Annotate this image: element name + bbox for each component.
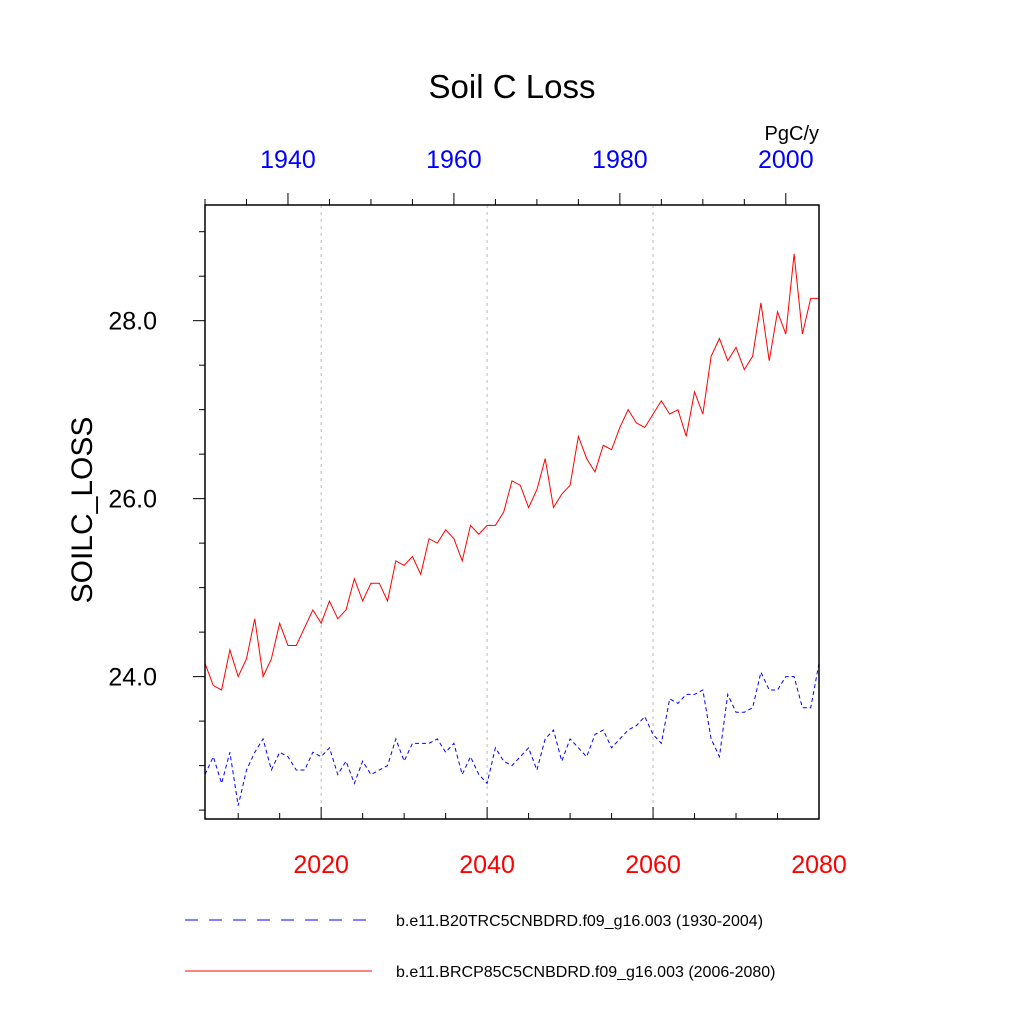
grid-lines (320, 205, 654, 819)
tick-labels: 2020 2040 2060 2080 1940 1960 1980 2000 24.0 26.0… (108, 146, 846, 879)
top-tick-label-1940: 1940 (260, 146, 316, 174)
bottom-tick-label-2020: 2020 (293, 851, 349, 879)
legend: b.e11.B20TRC5CNBDRD.f09_g16.003 (1930-20… (185, 913, 775, 981)
series-line-rcp85 (204, 253, 819, 691)
plot-frame (204, 204, 820, 820)
units-label: PgC/y (765, 123, 819, 145)
bottom-tick-label-2040: 2040 (459, 851, 515, 879)
series-lines (204, 253, 820, 806)
legend-label-historical: b.e11.B20TRC5CNBDRD.f09_g16.003 (1930-20… (396, 913, 763, 930)
legend-label-rcp85: b.e11.BRCP85C5CNBDRD.f09_g16.003 (2006-2… (396, 964, 775, 981)
bottom-tick-label-2080: 2080 (791, 851, 847, 879)
axis-ticks (193, 193, 820, 819)
y-tick-label-26.0: 26.0 (108, 486, 157, 514)
bottom-tick-label-2060: 2060 (625, 851, 681, 879)
top-tick-label-2000: 2000 (758, 146, 814, 174)
y-axis-label: SOILC_LOSS (66, 417, 99, 604)
top-tick-label-1980: 1980 (592, 146, 648, 174)
chart-title: Soil C Loss (429, 68, 596, 105)
top-tick-label-1960: 1960 (426, 146, 482, 174)
y-tick-label-28.0: 28.0 (108, 308, 157, 336)
series-line-historical (204, 663, 820, 806)
y-tick-label-24.0: 24.0 (108, 664, 157, 692)
